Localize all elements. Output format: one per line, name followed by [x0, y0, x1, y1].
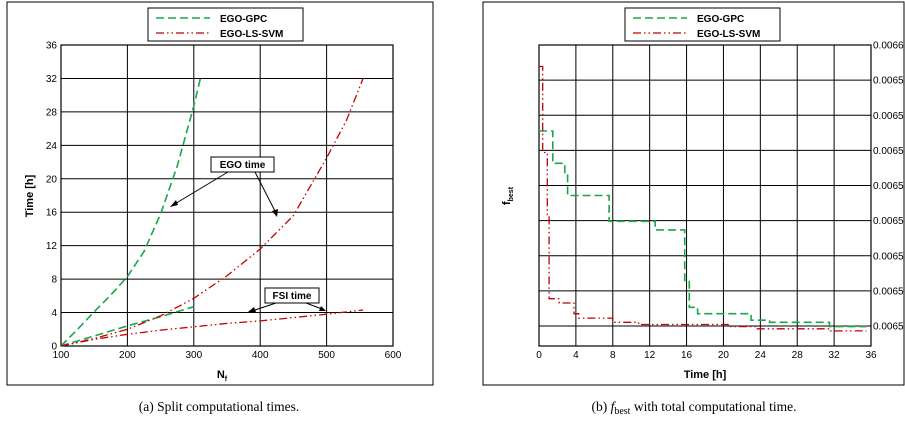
x-tick-label: 32 — [829, 350, 841, 361]
panel-b: 0 4 8 12 16 20 24 28 32 36 0.0065 0.0065 0.0065 0.006… — [482, 1, 905, 386]
y-tick-label-right: 0.0065 — [873, 111, 904, 122]
panel-a-series — [60, 78, 364, 347]
panel-b-frame — [482, 1, 905, 386]
panel-b-ylabel-sub: best — [508, 186, 515, 201]
y-tick-label-right: 0.0065 — [873, 181, 904, 192]
y-tick-label: 32 — [46, 74, 58, 85]
x-tick-label: 200 — [119, 350, 136, 361]
annotation-fsi-time-arrowhead-gpc — [248, 307, 256, 312]
annotation-fsi-time-arrow-gpc — [251, 302, 277, 312]
x-tick-label: 500 — [318, 350, 335, 361]
caption-b: (b) fbest with total computational time. — [591, 399, 796, 417]
y-tick-label-right: 0.0065 — [873, 146, 904, 157]
panel-a-xlabel: Nf — [217, 369, 228, 383]
panel-b-legend-lssvm-label: EGO-LS-SVM — [697, 29, 760, 40]
y-tick-label: 16 — [46, 208, 58, 219]
annotation-fsi-time-box — [264, 287, 320, 304]
y-tick-label: 28 — [46, 107, 58, 118]
panel-b-ylabel-main: f — [501, 201, 513, 205]
y-tick-label: 4 — [51, 308, 57, 319]
panel-a-ticks: 100 200 300 400 500 600 0 4 8 12 16 20 24 28 32 36 — [46, 41, 402, 362]
caption-b-f: f — [611, 399, 617, 414]
annotation-ego-time-arrowhead-gpc — [170, 200, 178, 207]
y-tick-label-right: 0.0065 — [873, 216, 904, 227]
series-line-ego-ls-svm-fsi-time — [60, 309, 364, 347]
series-line-ego-gpc-ego-time — [60, 78, 202, 347]
panel-a-frame — [6, 1, 434, 386]
y-tick-label-right: 0.0065 — [873, 286, 904, 297]
annotation-ego-time-arrow-gpc — [172, 171, 229, 206]
annotation-fsi-time: FSI time — [248, 287, 326, 312]
x-tick-label: 36 — [865, 350, 877, 361]
y-tick-label: 0 — [51, 342, 57, 353]
panel-a-legend-gpc-label: EGO-GPC — [220, 14, 267, 25]
series-line-ego-gpc — [539, 130, 867, 328]
annotation-fsi-time-arrow-lssvm — [305, 302, 323, 310]
annotation-ego-time: EGO time — [170, 156, 278, 217]
panel-a-xlabel-main: N — [217, 369, 225, 381]
x-tick-label: 8 — [610, 350, 616, 361]
y-tick-label-right: 0.0066 — [873, 41, 904, 52]
panel-b-xlabel: Time [h] — [684, 369, 727, 381]
x-tick-label: 20 — [718, 350, 730, 361]
y-tick-label: 24 — [46, 141, 58, 152]
y-tick-label: 36 — [46, 41, 58, 52]
y-tick-label-right: 0.0065 — [873, 251, 904, 262]
y-tick-label: 12 — [46, 241, 58, 252]
annotation-fsi-time-arrowhead-lssvm — [319, 306, 326, 311]
series-line-ego-ls-svm-ego-time — [60, 78, 364, 347]
panel-b-legend-box — [624, 7, 781, 42]
panel-a: 100 200 300 400 500 600 0 4 8 12 16 20 24 28 32 36 Time… — [6, 1, 434, 386]
panel-b-legend: EGO-GPC EGO-LS-SVM — [624, 7, 781, 42]
series-line-ego-gpc-fsi-time — [60, 305, 195, 347]
caption-b-rest: with total computational time. — [630, 399, 796, 414]
caption-a: (a) Split computational times. — [139, 399, 299, 414]
panel-b-ylabel: fbest — [501, 186, 515, 205]
panel-a-legend-box — [147, 7, 304, 42]
y-tick-label-right: 0.0065 — [873, 76, 904, 87]
series-line-ego-ls-svm — [539, 65, 867, 332]
annotation-ego-time-arrowhead-lssvm — [272, 209, 278, 217]
panel-a-plot-area — [60, 44, 394, 347]
caption-b-prefix: (b) — [591, 399, 610, 414]
y-tick-label: 20 — [46, 174, 58, 185]
panel-a-legend-lssvm-label: EGO-LS-SVM — [220, 29, 283, 40]
x-tick-label: 12 — [644, 350, 656, 361]
x-tick-label: 0 — [536, 350, 542, 361]
y-tick-label: 8 — [51, 275, 57, 286]
x-tick-label: 400 — [252, 350, 269, 361]
x-tick-label: 600 — [385, 350, 402, 361]
x-tick-label: 24 — [755, 350, 767, 361]
panel-b-plot-area — [538, 44, 872, 347]
x-tick-label: 100 — [53, 350, 70, 361]
panel-a-xlabel-sub: f — [225, 376, 228, 383]
annotation-ego-time-box — [210, 156, 275, 173]
panel-b-ticks: 0 4 8 12 16 20 24 28 32 36 0.0065 0.0065 0.0065 0.006… — [536, 41, 904, 362]
panel-b-grid — [538, 44, 872, 346]
panel-b-legend-gpc-label: EGO-GPC — [697, 14, 744, 25]
panel-a-grid — [60, 44, 394, 347]
y-tick-label-right: 0.0065 — [873, 322, 904, 333]
annotation-fsi-time-label: FSI time — [273, 291, 312, 302]
x-tick-label: 4 — [573, 350, 579, 361]
x-tick-label: 16 — [681, 350, 693, 361]
panel-a-ylabel: Time [h] — [24, 174, 36, 217]
annotation-ego-time-label: EGO time — [220, 160, 266, 171]
annotation-ego-time-arrow-lssvm — [254, 171, 277, 214]
x-tick-label: 28 — [792, 350, 804, 361]
caption-b-sub: best — [614, 406, 630, 417]
x-tick-label: 300 — [185, 350, 202, 361]
panel-b-series — [539, 65, 867, 332]
panel-a-legend: EGO-GPC EGO-LS-SVM — [147, 7, 304, 42]
